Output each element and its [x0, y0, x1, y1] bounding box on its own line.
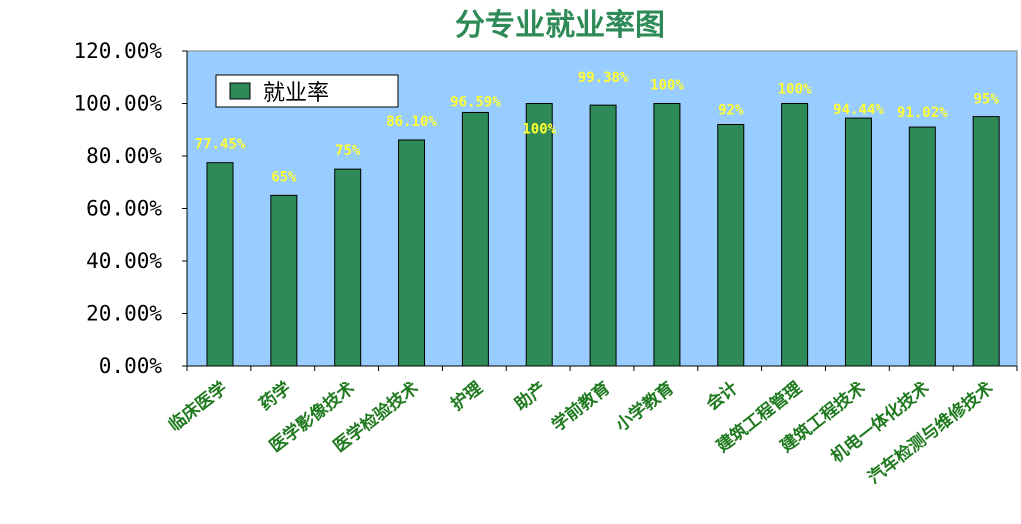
bar	[844, 117, 872, 367]
legend-swatch	[229, 82, 251, 100]
data-label: 100%	[650, 78, 684, 94]
data-labels: 77.45% 65% 75% 86.10% 96.59% 100% 99.38% 100% 92…	[195, 70, 1000, 185]
category-label: 学前教育	[548, 377, 615, 435]
data-label: 100%	[778, 82, 812, 98]
y-tick-label: 60.00%	[86, 197, 162, 221]
data-label: 77.45%	[195, 137, 246, 153]
data-label: 92%	[718, 103, 744, 119]
bar	[972, 116, 1000, 367]
y-tick-label: 20.00%	[86, 302, 162, 326]
data-label: 99.38%	[578, 70, 629, 86]
data-label: 96.59%	[450, 94, 501, 110]
bar	[653, 103, 681, 367]
y-tick-label: 40.00%	[86, 249, 162, 273]
bar	[334, 168, 362, 367]
category-label: 药学	[255, 377, 295, 414]
y-tick-label: 0.00%	[99, 354, 163, 378]
category-label: 助产	[511, 377, 551, 414]
legend: 就业率	[215, 74, 399, 108]
y-tick-label: 100.00%	[73, 92, 162, 116]
bar	[398, 139, 426, 367]
bar	[525, 103, 553, 367]
category-label: 护理	[447, 377, 487, 414]
data-label: 65%	[271, 169, 297, 185]
legend-label: 就业率	[263, 81, 329, 106]
bar	[461, 111, 489, 367]
category-label: 小学教育	[611, 377, 678, 435]
category-label: 临床医学	[165, 377, 232, 435]
bars	[206, 103, 1000, 367]
bar	[717, 124, 745, 367]
y-tick-label: 120.00%	[73, 39, 162, 63]
chart-title: 分专业就业率图	[455, 8, 665, 43]
data-label: 94.44%	[833, 102, 884, 118]
category-label: 会计	[702, 377, 742, 414]
y-tick-label: 80.00%	[86, 144, 162, 168]
data-label: 86.10%	[386, 114, 437, 130]
bar	[908, 126, 936, 367]
bar	[781, 103, 809, 367]
data-label: 100%	[522, 122, 556, 138]
data-label: 91.02%	[897, 105, 948, 121]
data-label: 75%	[335, 143, 361, 159]
bar	[589, 104, 617, 367]
bar	[206, 162, 234, 367]
data-label: 95%	[974, 92, 1000, 108]
y-axis: 0.00% 20.00% 40.00% 60.00% 80.00% 100.00% 120.…	[73, 39, 188, 378]
bar	[270, 194, 298, 367]
